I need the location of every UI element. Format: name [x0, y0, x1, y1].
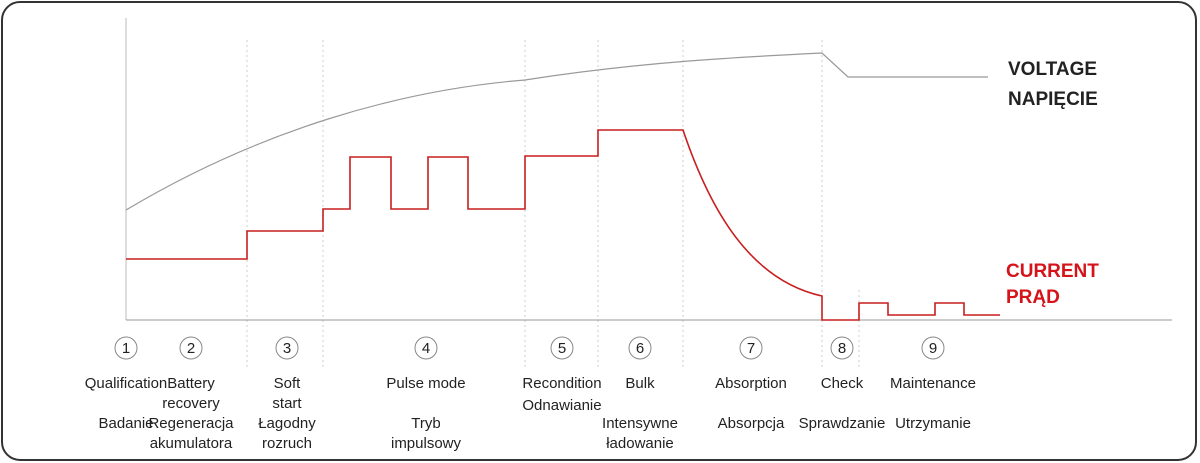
stage-number: 3 — [283, 340, 291, 357]
stage-name-en: Pulse mode — [386, 375, 465, 392]
stage-circle — [921, 336, 945, 360]
stage-name-en: Battery — [167, 375, 215, 392]
stage-name-pl: Intensywne — [602, 415, 678, 432]
stage-name-pl: impulsowy — [391, 435, 462, 452]
stage-number: 4 — [422, 340, 430, 357]
legend-voltage: VOLTAGE — [1008, 59, 1097, 80]
stage-name-pl: Absorpcja — [718, 415, 785, 432]
stage-name-en: Bulk — [625, 375, 655, 392]
current-curve — [126, 129, 1000, 321]
stage-name-pl: Badanie — [98, 415, 153, 432]
stage-circle — [114, 336, 138, 360]
stage-name-pl: Odnawianie — [522, 397, 601, 414]
legend-voltage: NAPIĘCIE — [1008, 89, 1098, 110]
stage-circle — [830, 336, 854, 360]
stage-name-en: start — [272, 395, 302, 412]
stage-name-pl: akumulatora — [150, 435, 233, 452]
stage-name-en: Recondition — [522, 375, 601, 392]
voltage-curve — [125, 52, 988, 211]
stage-circle — [628, 336, 652, 360]
stage-name-en: Check — [821, 375, 864, 392]
stage-number: 1 — [122, 340, 130, 357]
legend-current: CURRENT — [1006, 261, 1099, 282]
stage-number: 5 — [558, 340, 566, 357]
stage-circle — [550, 336, 574, 360]
stage-name-pl: Łagodny — [258, 415, 316, 432]
stage-circle — [179, 336, 203, 360]
stage-name-pl: rozruch — [262, 435, 312, 452]
stage-name-en: Soft — [274, 375, 302, 392]
stage-number: 2 — [187, 340, 195, 357]
stage-circle — [414, 336, 438, 360]
legend-current: PRĄD — [1006, 287, 1060, 308]
stage-name-pl: Tryb — [411, 415, 440, 432]
stage-name-en: recovery — [162, 395, 220, 412]
stage-name-en: Qualification — [85, 375, 168, 392]
stage-number: 7 — [747, 340, 755, 357]
stage-name-en: Maintenance — [890, 375, 976, 392]
stage-circle — [739, 336, 763, 360]
stage-number: 9 — [929, 340, 937, 357]
stage-name-pl: Utrzymanie — [895, 415, 971, 432]
stage-circle — [275, 336, 299, 360]
stage-name-en: Absorption — [715, 375, 787, 392]
stage-number: 8 — [838, 340, 846, 357]
stage-name-pl: Sprawdzanie — [799, 415, 886, 432]
stage-number: 6 — [636, 340, 644, 357]
stage-name-pl: Regeneracja — [148, 415, 234, 432]
stage-dividers — [246, 40, 860, 370]
stages: 1 Qualification Badanie 2 Battery recovery Reg… — [85, 336, 976, 452]
stage-name-pl: ładowanie — [606, 435, 674, 452]
